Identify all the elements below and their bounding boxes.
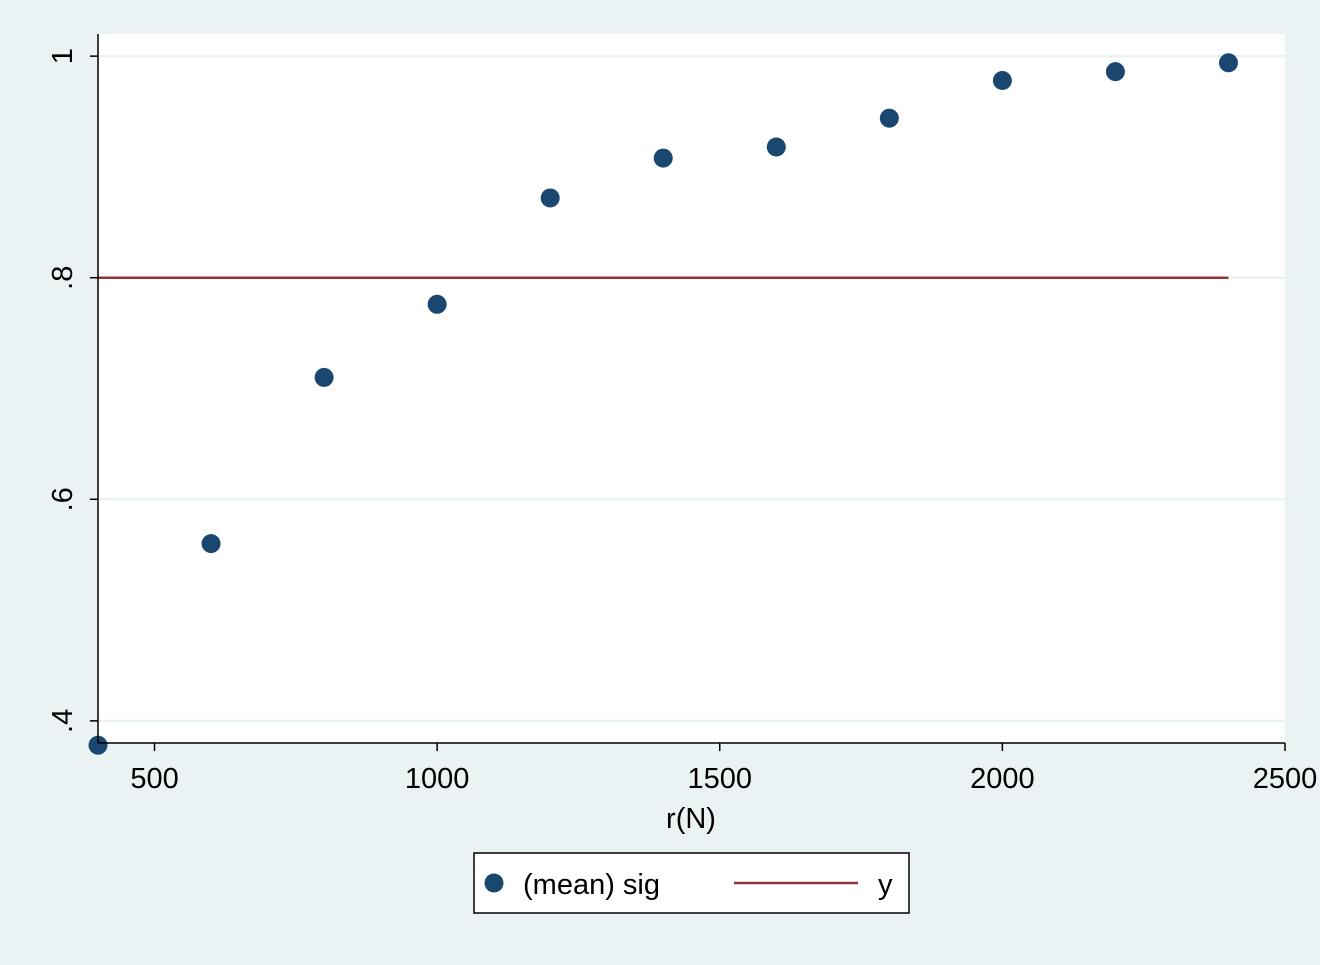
y-tick-label: 1: [47, 48, 79, 64]
data-point: [1218, 53, 1238, 73]
y-tick-label: .6: [47, 487, 79, 511]
data-point: [314, 367, 334, 387]
data-point: [540, 188, 560, 208]
data-point: [88, 735, 108, 755]
legend-marker-mean-sig: [484, 873, 504, 893]
legend: (mean) sig y: [473, 852, 910, 914]
legend-label-mean-sig: (mean) sig: [523, 869, 660, 901]
data-point: [201, 534, 221, 554]
data-point: [766, 137, 786, 157]
y-axis-ticks: .4 .6 .8 1: [47, 48, 98, 733]
data-point: [879, 108, 899, 128]
y-tick-label: .8: [47, 266, 79, 290]
y-tick-label: .4: [47, 709, 79, 733]
x-tick-label: 2500: [1253, 763, 1318, 795]
x-tick-label: 2000: [970, 763, 1035, 795]
x-axis-title: r(N): [666, 803, 716, 835]
x-axis-ticks: 500 1000 1500 2000 2500: [130, 743, 1317, 795]
data-point: [992, 71, 1012, 91]
data-point: [1105, 62, 1125, 82]
legend-label-y: y: [878, 869, 893, 901]
x-tick-label: 1500: [688, 763, 753, 795]
scatter-series: [88, 53, 1238, 755]
data-point: [427, 294, 447, 314]
plot-area: [98, 34, 1285, 743]
data-point: [653, 148, 673, 168]
x-tick-label: 1000: [405, 763, 470, 795]
x-tick-label: 500: [130, 763, 178, 795]
